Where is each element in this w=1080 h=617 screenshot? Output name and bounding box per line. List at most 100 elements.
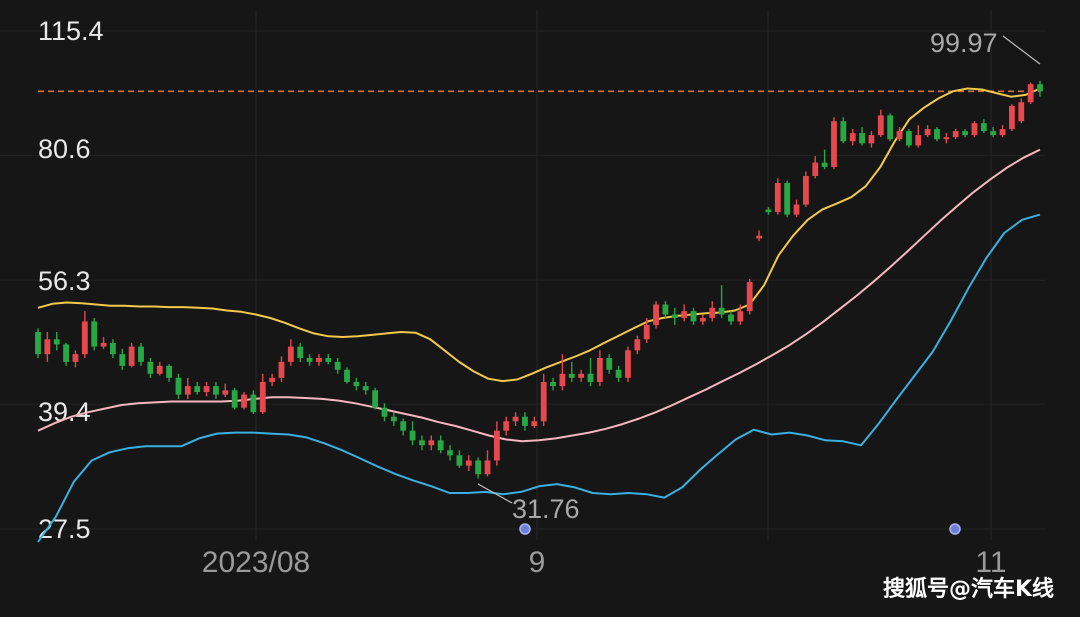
candle [587, 357, 594, 387]
candle-body [447, 450, 453, 456]
candle-body [559, 373, 566, 387]
candle [222, 383, 229, 398]
candle-body [784, 182, 791, 215]
candle [156, 361, 163, 376]
candle-body [896, 131, 903, 140]
candle-body [344, 369, 350, 382]
bollinger-lower-line [37, 213, 1041, 543]
candle-body [287, 346, 294, 362]
candle [971, 121, 978, 138]
candle-body [690, 311, 697, 322]
candle-body [859, 133, 865, 144]
candle [1027, 82, 1034, 105]
candle [353, 377, 360, 391]
candle-body [728, 314, 734, 322]
candle-body [681, 311, 688, 318]
candle-body [325, 357, 332, 362]
candle [896, 127, 903, 142]
candle-body [119, 354, 126, 366]
candle-body [231, 390, 238, 408]
bollinger-upper-line [37, 87, 1041, 383]
y-axis-ticks: 115.4 80.6 56.3 39.4 27.5 [38, 16, 104, 544]
candle [1037, 80, 1043, 97]
low-annotation-leader [477, 483, 513, 504]
candle-body [765, 209, 772, 213]
candle-body [475, 460, 482, 475]
candle-body [334, 361, 341, 370]
candle-body [793, 204, 800, 215]
high-annotation-leader [1002, 35, 1041, 65]
candle [999, 125, 1006, 138]
candle-body [653, 304, 659, 325]
candle [231, 387, 238, 410]
candle [297, 342, 304, 362]
candle-body [578, 373, 585, 378]
candle [643, 317, 650, 343]
candle [821, 149, 828, 170]
candle-body [53, 339, 60, 345]
candle [653, 301, 659, 329]
candle-body [971, 123, 978, 136]
candle [905, 129, 912, 148]
candle [493, 421, 500, 466]
candle-body [625, 350, 631, 378]
candle-body [269, 377, 276, 382]
event-marker[interactable] [949, 523, 961, 535]
candle-body [316, 357, 322, 362]
candle-body [419, 440, 425, 446]
candle [784, 180, 791, 218]
candle [671, 307, 678, 325]
candle [428, 435, 435, 451]
candle [934, 127, 940, 142]
candle [344, 367, 350, 384]
x-tick-label: 2023/08 [202, 546, 310, 579]
candles [35, 80, 1043, 479]
candle [699, 314, 706, 325]
candle-body [615, 369, 622, 378]
candle [690, 307, 697, 325]
candle [840, 117, 847, 144]
candle-body [1018, 102, 1025, 122]
candle-body [868, 135, 875, 144]
candle-body [91, 321, 98, 347]
candle-body [353, 381, 360, 387]
candle-body [699, 317, 706, 322]
candle [859, 127, 865, 146]
candle [952, 129, 959, 140]
candle-body [400, 421, 407, 431]
candle [175, 373, 182, 399]
candle [737, 304, 744, 325]
candle-body [1027, 84, 1034, 103]
candle [746, 278, 753, 315]
candle [793, 199, 800, 218]
candle [540, 373, 547, 426]
candle [709, 301, 716, 322]
candle-body [390, 416, 397, 422]
x-tick-label: 9 [529, 546, 546, 579]
candle [990, 127, 997, 138]
candle-body [905, 131, 912, 146]
candle [194, 381, 201, 395]
candle [419, 435, 425, 451]
candle-body [184, 386, 191, 395]
candle [831, 117, 837, 170]
candle [475, 457, 482, 479]
candle [63, 342, 69, 366]
candle-body [849, 133, 856, 142]
y-tick-label: 80.6 [38, 134, 91, 164]
candle-body [194, 386, 201, 393]
candle-body [831, 121, 837, 168]
candle [81, 311, 88, 358]
candle-body [934, 129, 940, 140]
event-marker[interactable] [519, 523, 531, 535]
candle [465, 455, 472, 471]
candle-body [980, 123, 987, 132]
candle-body [531, 421, 538, 426]
candle [606, 354, 613, 374]
candle [372, 387, 379, 410]
candle-body [44, 339, 51, 355]
candle [868, 131, 875, 148]
candle [522, 412, 528, 431]
candle [213, 381, 219, 399]
candle [924, 125, 931, 138]
